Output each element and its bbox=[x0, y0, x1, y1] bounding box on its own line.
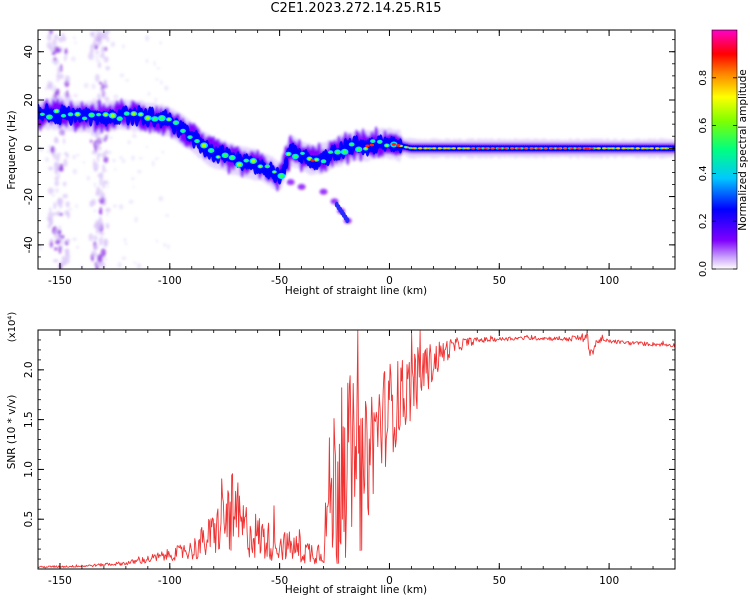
snr-x-tick: 0 bbox=[386, 575, 393, 587]
snr-panel: -150 -100 -50 0 50 100 0.5 1.0 1.5 2.0 Height of… bbox=[6, 312, 676, 596]
snr-series-line bbox=[38, 330, 675, 569]
snr-x-tick: 100 bbox=[599, 575, 619, 587]
snr-y-label: SNR (10 * v/v) bbox=[6, 395, 18, 470]
snr-x-tick: 50 bbox=[493, 575, 506, 587]
spectrogram-x-tick: -100 bbox=[158, 275, 182, 287]
spectrogram-y-tick: 40 bbox=[23, 45, 35, 58]
snr-x-tick: -150 bbox=[48, 575, 72, 587]
spectrogram-x-tick: 50 bbox=[493, 275, 506, 287]
spectrogram-x-tick: 100 bbox=[599, 275, 619, 287]
colorbar-tick-label: 0.4 bbox=[698, 165, 709, 181]
spectrogram-x-tick: -50 bbox=[271, 275, 288, 287]
spectrogram-x-axis: -150 -100 -50 0 50 100 bbox=[37, 30, 676, 287]
spectrogram-x-label: Height of straight line (km) bbox=[285, 285, 427, 297]
snr-x-axis: -150 -100 -50 0 50 100 bbox=[37, 330, 676, 587]
spectrogram-y-tick: -20 bbox=[23, 188, 35, 205]
snr-scale-label: (x10⁴) bbox=[7, 312, 18, 343]
spectrogram-y-tick: 20 bbox=[23, 93, 35, 106]
spectrogram-y-axis: -40 -20 0 20 40 bbox=[23, 39, 675, 270]
spectrogram-x-tick: -150 bbox=[48, 275, 72, 287]
snr-y-tick: 0.5 bbox=[23, 511, 35, 528]
spectrogram-y-label: Frequency (Hz) bbox=[6, 110, 18, 189]
colorbar: 0.0 0.2 0.4 0.6 0.8 Normalized spectral ampl… bbox=[698, 29, 749, 277]
spectrogram-heatmap bbox=[38, 30, 675, 269]
spectrogram-panel: -150 -100 -50 0 50 100 -40 -20 0 20 40 Height of … bbox=[6, 29, 676, 297]
colorbar-tick-label: 0.0 bbox=[698, 261, 709, 277]
spectrogram-x-tick: 0 bbox=[386, 275, 393, 287]
colorbar-gradient bbox=[712, 30, 737, 269]
spectrogram-y-tick: -40 bbox=[23, 236, 35, 253]
spectrogram-frame bbox=[37, 29, 676, 270]
spectrogram-y-tick: 0 bbox=[23, 145, 35, 152]
colorbar-label: Normalized spectral amplitude bbox=[737, 69, 749, 230]
colorbar-tick-label: 0.6 bbox=[698, 118, 709, 134]
colorbar-ticks: 0.0 0.2 0.4 0.6 0.8 bbox=[698, 70, 737, 277]
snr-x-label: Height of straight line (km) bbox=[285, 584, 427, 596]
chart-title: C2E1.2023.272.14.25.R15 bbox=[270, 1, 442, 16]
snr-y-tick: 1.0 bbox=[23, 461, 35, 478]
snr-x-tick: -50 bbox=[271, 575, 288, 587]
snr-y-axis: 0.5 1.0 1.5 2.0 bbox=[23, 339, 675, 570]
snr-x-tick: -100 bbox=[158, 575, 182, 587]
colorbar-tick-label: 0.2 bbox=[698, 213, 709, 229]
colorbar-tick-label: 0.8 bbox=[698, 70, 709, 86]
snr-line bbox=[38, 330, 675, 569]
snr-y-tick: 1.5 bbox=[23, 411, 35, 428]
snr-y-tick: 2.0 bbox=[23, 361, 35, 378]
